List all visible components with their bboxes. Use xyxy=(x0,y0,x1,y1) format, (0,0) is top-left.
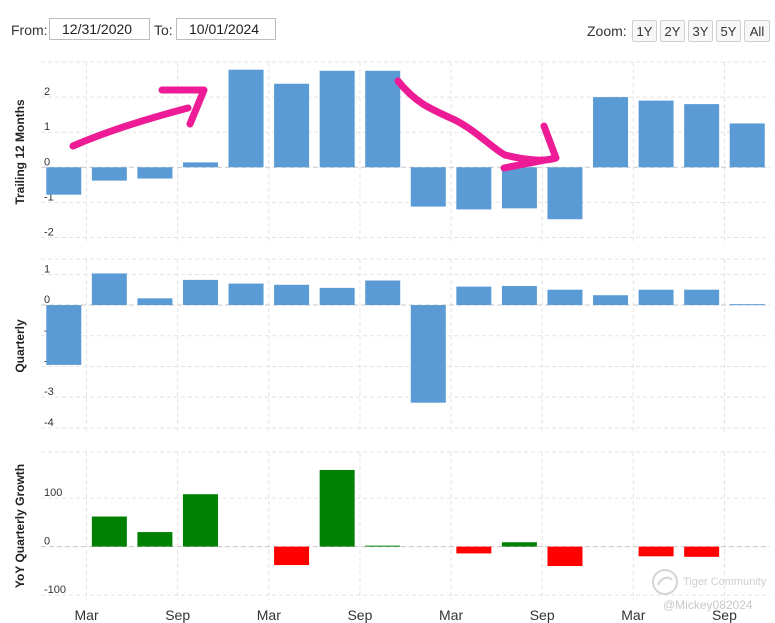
zoom-2y-button[interactable]: 2Y xyxy=(660,20,685,42)
y-tick-label: -4 xyxy=(44,417,54,429)
bar xyxy=(274,546,310,566)
pink-down-arrow xyxy=(394,77,560,172)
bar xyxy=(410,305,446,403)
bar xyxy=(91,273,127,306)
from-label: From: xyxy=(11,22,48,38)
bar xyxy=(274,83,310,168)
bar xyxy=(547,546,583,567)
bar xyxy=(182,494,218,547)
y-tick-label: -100 xyxy=(44,584,66,596)
zoom-1y-button[interactable]: 1Y xyxy=(632,20,657,42)
y-tick-label: 1 xyxy=(44,121,50,133)
x-tick-label: Sep xyxy=(712,607,737,623)
zoom-label: Zoom: xyxy=(587,23,627,39)
x-axis: Mar Sep Mar Sep Mar Sep Mar Sep xyxy=(75,607,738,623)
bar xyxy=(137,532,173,547)
chart-panel-1: 2 1 0 -1 -2 Trailing 12 Months xyxy=(13,61,770,241)
to-label: To: xyxy=(154,22,173,38)
bar xyxy=(46,305,82,365)
bar xyxy=(593,295,629,306)
y-axis-label: Quarterly xyxy=(13,319,27,373)
y-tick-label: 0 xyxy=(44,294,50,306)
bar xyxy=(593,97,629,168)
bar xyxy=(547,289,583,306)
x-tick-label: Mar xyxy=(439,607,463,623)
y-axis-label: Trailing 12 Months xyxy=(13,99,27,205)
to-date-input[interactable] xyxy=(176,18,276,40)
bar xyxy=(91,516,127,547)
x-tick-label: Mar xyxy=(621,607,645,623)
bar xyxy=(456,167,492,210)
bar xyxy=(638,289,674,306)
bar xyxy=(684,104,720,168)
bar xyxy=(228,69,264,168)
bar xyxy=(274,284,310,306)
bar xyxy=(91,167,127,181)
toolbar: From: To: Zoom: 1Y 2Y 3Y 5Y All xyxy=(0,0,775,48)
from-date-input[interactable] xyxy=(49,18,150,40)
bar xyxy=(501,542,537,547)
pink-up-arrow xyxy=(69,86,208,150)
bar xyxy=(684,546,720,557)
y-tick-label: -2 xyxy=(44,226,54,238)
bar xyxy=(410,167,446,207)
bar xyxy=(638,100,674,168)
y-tick-label: 0 xyxy=(44,536,50,548)
y-tick-label: 1 xyxy=(44,263,50,275)
zoom-5y-button[interactable]: 5Y xyxy=(716,20,741,42)
y-tick-label: -1 xyxy=(44,191,54,203)
watermark-brand: Tiger Community xyxy=(683,576,767,588)
bar xyxy=(228,283,264,306)
bar xyxy=(638,546,674,557)
zoom-all-button[interactable]: All xyxy=(744,20,770,42)
y-tick-label: 0 xyxy=(44,156,50,168)
bar xyxy=(729,304,765,306)
watermark: Tiger Community @Mickey082024 xyxy=(651,568,771,618)
x-tick-label: Mar xyxy=(257,607,281,623)
bar xyxy=(319,287,355,306)
zoom-3y-button[interactable]: 3Y xyxy=(688,20,713,42)
bar xyxy=(456,286,492,306)
watermark-user: @Mickey082024 xyxy=(663,598,753,612)
bar xyxy=(319,469,355,547)
bar xyxy=(684,289,720,306)
bar xyxy=(137,298,173,306)
annotation-arrows xyxy=(69,77,560,172)
x-tick-label: Sep xyxy=(530,607,555,623)
bar xyxy=(365,280,401,306)
bar xyxy=(137,167,173,179)
bar xyxy=(319,70,355,168)
bar xyxy=(182,162,218,168)
chart-panel-3: 100 0 -100 YoY Quarterly Growth xyxy=(13,451,770,600)
x-tick-label: Mar xyxy=(75,607,99,623)
bar xyxy=(182,279,218,306)
bar xyxy=(456,546,492,554)
y-tick-label: 2 xyxy=(44,86,50,98)
y-axis-label: YoY Quarterly Growth xyxy=(13,464,27,588)
y-tick-label: 100 xyxy=(44,487,62,499)
bar xyxy=(729,123,765,168)
bar xyxy=(46,167,82,195)
bar xyxy=(501,286,537,306)
y-tick-label: -3 xyxy=(44,386,54,398)
bar xyxy=(365,70,401,168)
bar xyxy=(547,167,583,220)
tiger-logo-icon xyxy=(652,569,678,595)
x-tick-label: Sep xyxy=(165,607,190,623)
bar xyxy=(501,167,537,209)
x-tick-label: Sep xyxy=(347,607,372,623)
bar xyxy=(365,545,401,547)
